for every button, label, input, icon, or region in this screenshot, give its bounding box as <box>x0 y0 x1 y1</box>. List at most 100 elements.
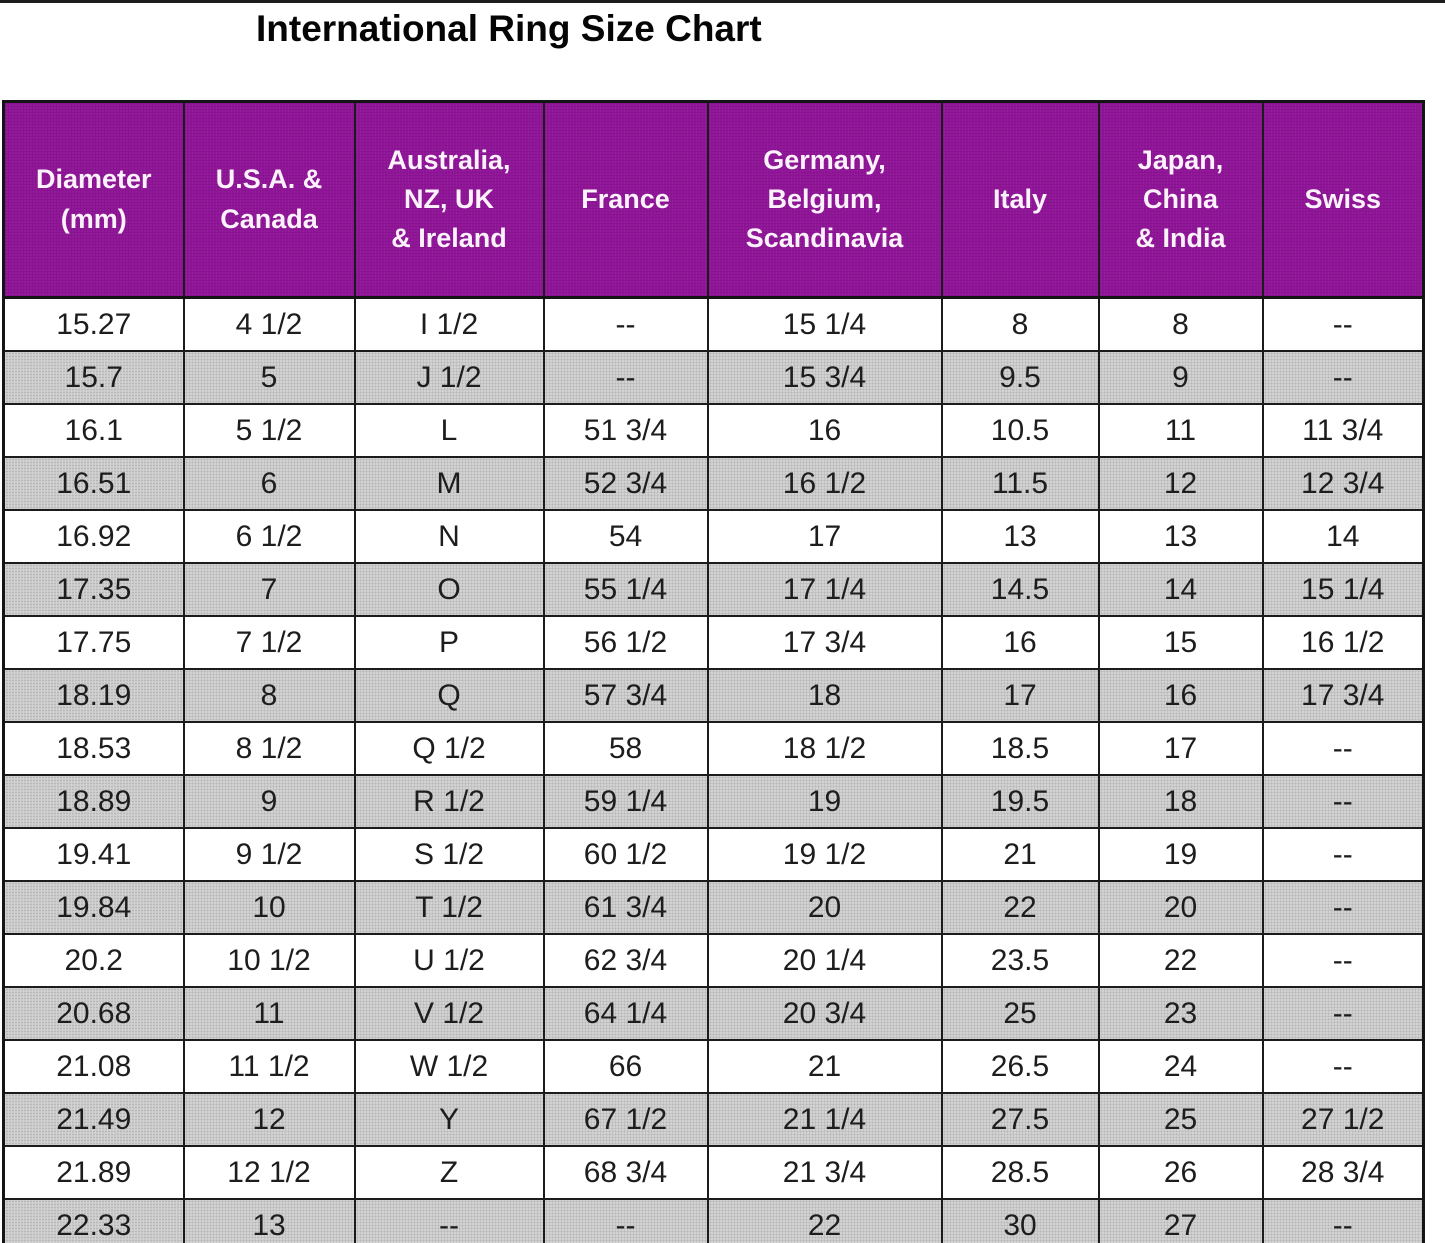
table-cell: 9 <box>182 774 356 829</box>
table-cell: 14 <box>1097 562 1264 617</box>
table-cell: 57 3/4 <box>542 668 709 723</box>
table-cell: 21 <box>940 827 1100 882</box>
table-row: 22.33 13 -- -- 22 30 27 -- <box>2 1198 1425 1243</box>
table-cell: 12 3/4 <box>1261 456 1425 511</box>
table-cell: 25 <box>1097 1092 1264 1147</box>
table-row: 16.51 6 M 52 3/4 16 1/2 11.5 12 12 3/4 <box>2 456 1425 511</box>
table-cell: 17 <box>1097 721 1264 776</box>
table-cell: 27 1/2 <box>1261 1092 1425 1147</box>
table-cell: 5 <box>182 350 356 405</box>
table-cell: 60 1/2 <box>542 827 709 882</box>
table-cell: 66 <box>542 1039 709 1094</box>
table-cell: 19 <box>1097 827 1264 882</box>
table-cell: 12 <box>1097 456 1264 511</box>
table-cell: 20.68 <box>2 986 185 1041</box>
table-row: 15.7 5 J 1/2 -- 15 3/4 9.5 9 -- <box>2 350 1425 405</box>
table-body: 15.27 4 1/2 I 1/2 -- 15 1/4 8 8 -- 15.7 5 J 1/2 -- 1… <box>2 296 1425 1243</box>
table-cell: 17 3/4 <box>706 615 943 670</box>
table-cell: 13 <box>182 1198 356 1243</box>
table-cell: 22 <box>940 880 1100 935</box>
table-cell: 55 1/4 <box>542 562 709 617</box>
table-cell: 24 <box>1097 1039 1264 1094</box>
page-title: International Ring Size Chart <box>256 8 762 49</box>
table-cell: 16 <box>1097 668 1264 723</box>
table-cell: 17 3/4 <box>1261 668 1425 723</box>
table-cell: 19 <box>706 774 943 829</box>
table-cell: 15.27 <box>2 296 185 352</box>
table-row: 15.27 4 1/2 I 1/2 -- 15 1/4 8 8 -- <box>2 296 1425 352</box>
table-cell: 30 <box>940 1198 1100 1243</box>
table-cell: 16.51 <box>2 456 185 511</box>
table-cell: 12 <box>182 1092 356 1147</box>
table-row: 19.84 10 T 1/2 61 3/4 20 22 20 -- <box>2 880 1425 935</box>
table-cell: 15.7 <box>2 350 185 405</box>
table-cell: 4 1/2 <box>182 296 356 352</box>
table-cell: 21 <box>706 1039 943 1094</box>
table-cell: 15 1/4 <box>1261 562 1425 617</box>
table-row: 16.1 5 1/2 L 51 3/4 16 10.5 11 11 3/4 <box>2 403 1425 458</box>
table-cell: U 1/2 <box>353 933 545 988</box>
table-cell: -- <box>1261 1039 1425 1094</box>
column-header: Japan, China & India <box>1097 100 1264 299</box>
table-cell: 16 <box>940 615 1100 670</box>
table-cell: O <box>353 562 545 617</box>
column-header: France <box>542 100 709 299</box>
table-row: 21.08 11 1/2 W 1/2 66 21 26.5 24 -- <box>2 1039 1425 1094</box>
table-cell: V 1/2 <box>353 986 545 1041</box>
table-cell: 64 1/4 <box>542 986 709 1041</box>
table-cell: 10 1/2 <box>182 933 356 988</box>
table-row: 18.53 8 1/2 Q 1/2 58 18 1/2 18.5 17 -- <box>2 721 1425 776</box>
column-header: Diameter (mm) <box>2 100 185 299</box>
table-cell: 26.5 <box>940 1039 1100 1094</box>
table-row: 17.35 7 O 55 1/4 17 1/4 14.5 14 15 1/4 <box>2 562 1425 617</box>
table-cell: 20.2 <box>2 933 185 988</box>
table-cell: -- <box>542 296 709 352</box>
column-header: Germany, Belgium, Scandinavia <box>706 100 943 299</box>
table-cell: 16.92 <box>2 509 185 564</box>
table-cell: 28 3/4 <box>1261 1145 1425 1200</box>
table-cell: 8 1/2 <box>182 721 356 776</box>
table-cell: 14.5 <box>940 562 1100 617</box>
table-cell: 21.49 <box>2 1092 185 1147</box>
table-row: 20.68 11 V 1/2 64 1/4 20 3/4 25 23 -- <box>2 986 1425 1041</box>
table-cell: 18.5 <box>940 721 1100 776</box>
table-cell: R 1/2 <box>353 774 545 829</box>
column-header: Italy <box>940 100 1100 299</box>
table-cell: M <box>353 456 545 511</box>
table-cell: -- <box>1261 296 1425 352</box>
table-cell: 68 3/4 <box>542 1145 709 1200</box>
table-row: 19.41 9 1/2 S 1/2 60 1/2 19 1/2 21 19 -- <box>2 827 1425 882</box>
table-cell: 22 <box>706 1198 943 1243</box>
table-cell: 20 <box>706 880 943 935</box>
table-cell: -- <box>542 1198 709 1243</box>
table-cell: 11 <box>182 986 356 1041</box>
table-cell: 17.35 <box>2 562 185 617</box>
table-cell: 8 <box>940 296 1100 352</box>
table-cell: -- <box>1261 721 1425 776</box>
table-cell: 20 3/4 <box>706 986 943 1041</box>
table-cell: 56 1/2 <box>542 615 709 670</box>
table-row: 20.2 10 1/2 U 1/2 62 3/4 20 1/4 23.5 22 -- <box>2 933 1425 988</box>
table-cell: 58 <box>542 721 709 776</box>
table-cell: 18.89 <box>2 774 185 829</box>
table-cell: 18 <box>706 668 943 723</box>
table-cell: 15 1/4 <box>706 296 943 352</box>
table-row: 21.89 12 1/2 Z 68 3/4 21 3/4 28.5 26 28 3/4 <box>2 1145 1425 1200</box>
table-cell: 23 <box>1097 986 1264 1041</box>
table-cell: 21 3/4 <box>706 1145 943 1200</box>
table-cell: 11.5 <box>940 456 1100 511</box>
table-cell: 13 <box>940 509 1100 564</box>
table-cell: 52 3/4 <box>542 456 709 511</box>
table-cell: 19.41 <box>2 827 185 882</box>
table-cell: 16 <box>706 403 943 458</box>
table-cell: J 1/2 <box>353 350 545 405</box>
table-row: 16.92 6 1/2 N 54 17 13 13 14 <box>2 509 1425 564</box>
table-cell: 20 1/4 <box>706 933 943 988</box>
table-cell: 9.5 <box>940 350 1100 405</box>
table-cell: 10 <box>182 880 356 935</box>
table-cell: 7 <box>182 562 356 617</box>
table-cell: 27.5 <box>940 1092 1100 1147</box>
table-cell: -- <box>1261 880 1425 935</box>
table-cell: -- <box>353 1198 545 1243</box>
